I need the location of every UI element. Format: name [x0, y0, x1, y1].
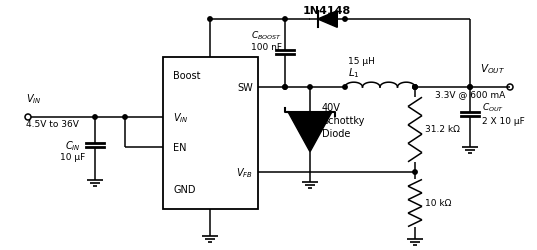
Circle shape — [468, 86, 472, 90]
Text: GND: GND — [173, 184, 195, 194]
Circle shape — [413, 86, 417, 90]
Circle shape — [343, 18, 347, 22]
Text: 2 X 10 μF: 2 X 10 μF — [482, 116, 525, 125]
Circle shape — [123, 115, 127, 120]
Polygon shape — [288, 113, 332, 152]
Bar — [163, 58, 258, 209]
Circle shape — [413, 86, 417, 90]
Circle shape — [93, 115, 97, 120]
Circle shape — [343, 86, 347, 90]
Text: 3.3V @ 600 mA: 3.3V @ 600 mA — [435, 90, 505, 98]
Text: 100 nF: 100 nF — [251, 42, 282, 51]
Text: 1N4148: 1N4148 — [303, 6, 351, 16]
Circle shape — [208, 18, 212, 22]
Text: $V_{IN}$: $V_{IN}$ — [173, 111, 188, 124]
Text: 31.2 kΩ: 31.2 kΩ — [425, 125, 460, 134]
Text: Boost: Boost — [173, 71, 200, 81]
Text: $L_1$: $L_1$ — [348, 66, 360, 80]
Circle shape — [413, 170, 417, 174]
Text: $V_{FB}$: $V_{FB}$ — [236, 166, 253, 179]
Text: 40V: 40V — [322, 102, 341, 113]
Circle shape — [308, 86, 312, 90]
Text: Diode: Diode — [322, 128, 350, 138]
Text: $V_{OUT}$: $V_{OUT}$ — [480, 62, 505, 76]
Circle shape — [283, 18, 287, 22]
Text: $C_{OUT}$: $C_{OUT}$ — [482, 101, 504, 114]
Text: $C_{BOOST}$: $C_{BOOST}$ — [251, 30, 282, 42]
Circle shape — [413, 86, 417, 90]
Text: EN: EN — [173, 142, 186, 152]
Text: 15 μH: 15 μH — [348, 57, 375, 66]
Text: $V_{IN}$: $V_{IN}$ — [26, 92, 41, 106]
Polygon shape — [318, 12, 337, 28]
Text: $C_{IN}$: $C_{IN}$ — [65, 138, 81, 152]
Circle shape — [283, 86, 287, 90]
Circle shape — [283, 86, 287, 90]
Text: 10 μF: 10 μF — [60, 153, 85, 162]
Text: 10 kΩ: 10 kΩ — [425, 199, 452, 208]
Circle shape — [468, 86, 472, 90]
Text: 4.5V to 36V: 4.5V to 36V — [26, 120, 79, 128]
Text: SW: SW — [237, 83, 253, 93]
Text: Schottky: Schottky — [322, 116, 365, 126]
